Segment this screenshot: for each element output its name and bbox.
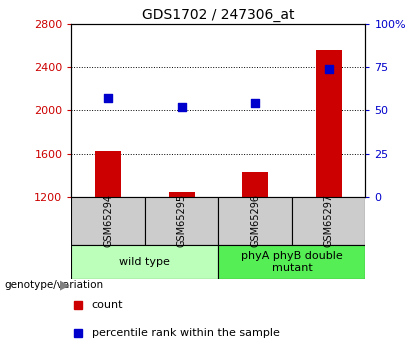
Text: percentile rank within the sample: percentile rank within the sample: [92, 328, 279, 337]
Point: [178, 104, 185, 110]
Text: GSM65294: GSM65294: [103, 194, 113, 247]
Bar: [218, 197, 292, 245]
Point: [252, 101, 259, 106]
Bar: [242, 172, 268, 326]
Bar: [316, 50, 341, 326]
Bar: [145, 197, 218, 245]
Text: GSM65297: GSM65297: [324, 194, 333, 247]
Bar: [292, 197, 365, 245]
Point: [105, 96, 112, 101]
Point: [325, 66, 332, 72]
Bar: [71, 197, 145, 245]
Text: wild type: wild type: [119, 257, 171, 267]
Text: GSM65295: GSM65295: [177, 194, 186, 247]
Title: GDS1702 / 247306_at: GDS1702 / 247306_at: [142, 8, 295, 22]
Bar: [218, 245, 365, 279]
Bar: [71, 245, 218, 279]
Text: count: count: [92, 300, 123, 310]
Text: ▶: ▶: [60, 278, 70, 291]
Text: GSM65296: GSM65296: [250, 194, 260, 247]
Bar: [169, 192, 194, 326]
Text: genotype/variation: genotype/variation: [4, 280, 103, 289]
Bar: [95, 151, 121, 326]
Text: phyA phyB double
mutant: phyA phyB double mutant: [241, 251, 343, 273]
